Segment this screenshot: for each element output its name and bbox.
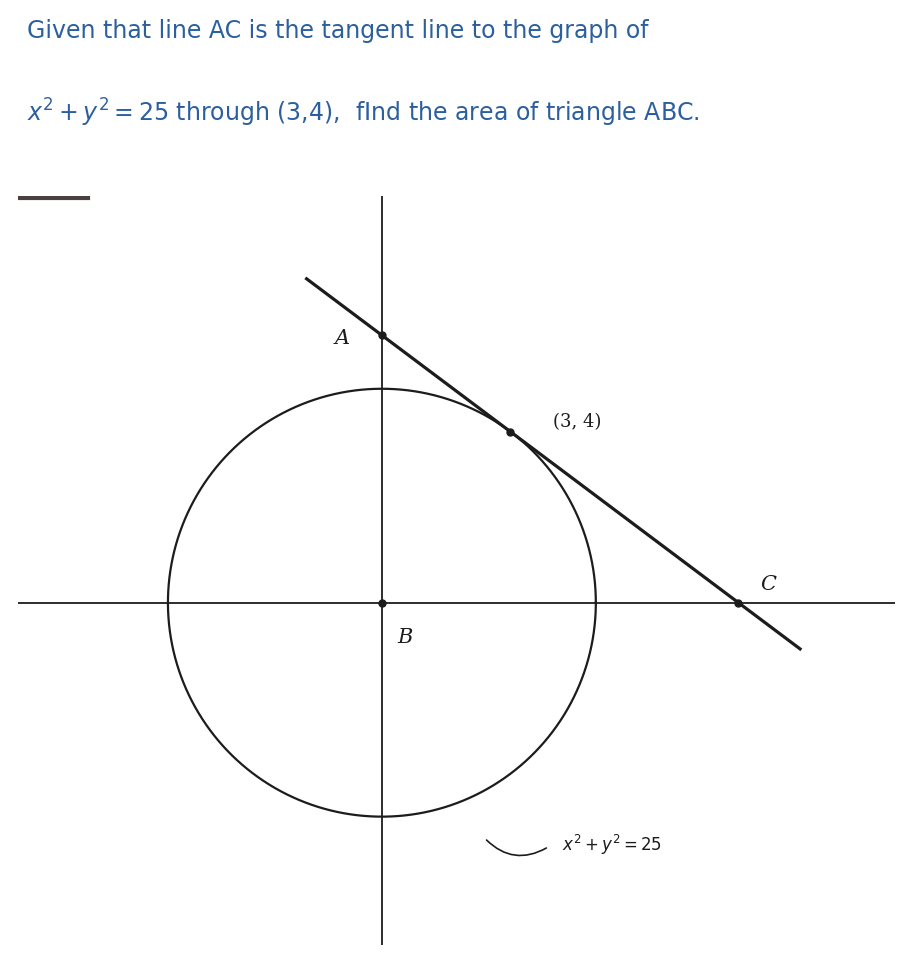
- Text: B: B: [397, 628, 413, 647]
- Text: (3, 4): (3, 4): [553, 414, 602, 432]
- Text: Given that line AC is the tangent line to the graph of: Given that line AC is the tangent line t…: [27, 19, 648, 43]
- Text: A: A: [335, 329, 350, 348]
- Text: C: C: [760, 575, 776, 594]
- Text: $x^2+y^2= 25$: $x^2+y^2= 25$: [562, 833, 662, 857]
- Text: $x^2 + y^2 = 25$ through (3,4),  fInd the area of triangle ABC.: $x^2 + y^2 = 25$ through (3,4), fInd the…: [27, 96, 700, 129]
